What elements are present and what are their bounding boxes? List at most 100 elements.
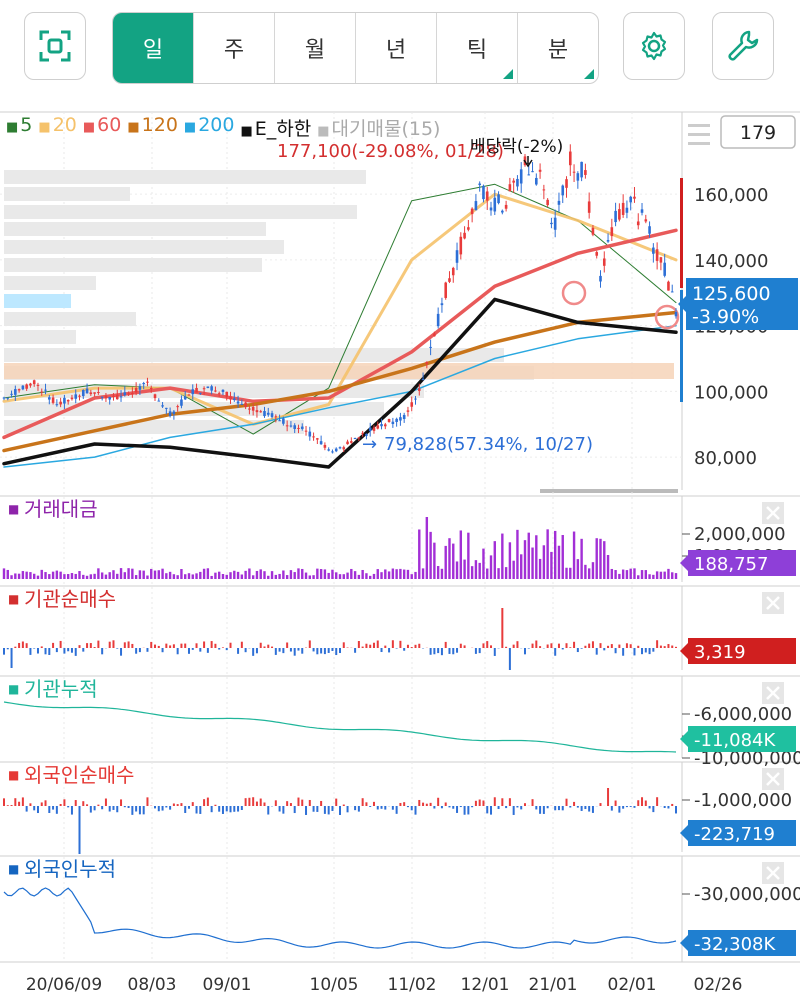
panel-title: 외국인누적 bbox=[24, 857, 116, 881]
close-panel-button[interactable] bbox=[762, 592, 784, 614]
net-buy-bar bbox=[463, 806, 466, 815]
value-bar bbox=[157, 570, 160, 579]
legend-item[interactable]: ■ 20 bbox=[38, 114, 76, 141]
supply-bar bbox=[4, 366, 534, 380]
candle-body bbox=[531, 171, 534, 173]
candle-body bbox=[402, 414, 406, 419]
net-buy-bar bbox=[89, 643, 92, 648]
candle-body bbox=[425, 361, 429, 364]
legend-item[interactable]: ■ 200 bbox=[184, 114, 235, 141]
net-buy-bar bbox=[29, 803, 32, 806]
institution-bars bbox=[3, 608, 677, 670]
value-bar bbox=[391, 568, 395, 579]
tab-3[interactable]: 년 bbox=[356, 13, 437, 83]
gear-icon bbox=[641, 31, 667, 61]
x-tick: 20/06/09 bbox=[26, 975, 102, 995]
legend-item[interactable]: ■ 120 bbox=[127, 114, 178, 141]
net-buy-bar bbox=[282, 648, 285, 654]
value-bar bbox=[546, 529, 549, 579]
settings-button[interactable] bbox=[623, 12, 685, 80]
net-buy-bar bbox=[346, 806, 349, 813]
value-bar bbox=[278, 573, 281, 579]
value-bar bbox=[569, 567, 572, 579]
tab-5[interactable]: 분 bbox=[518, 13, 598, 83]
value-bar bbox=[55, 570, 59, 579]
legend-label: 200 bbox=[198, 114, 235, 136]
value-bar bbox=[104, 574, 108, 579]
close-panel-button[interactable] bbox=[762, 502, 784, 524]
net-buy-bar bbox=[21, 641, 24, 648]
net-buy-bar bbox=[255, 648, 258, 654]
candle-body bbox=[255, 410, 259, 413]
value-bar bbox=[425, 517, 429, 579]
legend-swatch: ■ bbox=[82, 120, 96, 135]
net-buy-bar bbox=[18, 642, 21, 648]
capture-button[interactable] bbox=[24, 12, 86, 80]
net-buy-bar bbox=[554, 648, 557, 656]
close-panel-button[interactable] bbox=[762, 768, 784, 790]
candle-body bbox=[368, 427, 372, 432]
ma-line-20 bbox=[2, 192, 678, 426]
net-buy-bar bbox=[622, 806, 625, 809]
net-buy-bar bbox=[641, 797, 644, 806]
candle-body bbox=[93, 392, 96, 394]
net-buy-bar bbox=[195, 806, 198, 814]
tab-1[interactable]: 주 bbox=[194, 13, 275, 83]
legend-label: 20 bbox=[52, 114, 77, 136]
net-buy-bar bbox=[116, 806, 119, 813]
net-buy-bar bbox=[531, 643, 534, 648]
net-buy-bar bbox=[82, 648, 85, 652]
value-bar bbox=[89, 574, 93, 579]
close-panel-button[interactable] bbox=[762, 682, 784, 704]
value-bar bbox=[187, 573, 191, 579]
value-bar bbox=[134, 575, 138, 579]
count-box[interactable] bbox=[720, 115, 796, 149]
legend-item[interactable]: ■ E_하한 bbox=[240, 114, 311, 141]
net-buy-bar bbox=[474, 800, 477, 806]
menu-icon[interactable] bbox=[688, 133, 710, 136]
close-panel-button[interactable] bbox=[762, 862, 784, 884]
net-buy-bar bbox=[131, 643, 134, 648]
value-bar bbox=[538, 558, 542, 579]
value-bar bbox=[184, 574, 187, 579]
candle-body bbox=[644, 219, 648, 222]
candle-body bbox=[51, 397, 55, 403]
net-buy-bar bbox=[388, 648, 391, 653]
value-bar bbox=[350, 568, 353, 579]
legend-item[interactable]: ■ 60 bbox=[83, 114, 121, 141]
candle-body bbox=[587, 201, 591, 213]
value-bar bbox=[674, 573, 678, 579]
value-bar bbox=[455, 561, 459, 579]
candle-body bbox=[508, 184, 512, 192]
tab-0[interactable]: 일 bbox=[113, 13, 194, 83]
net-buy-bar bbox=[323, 806, 326, 814]
net-buy-bar bbox=[452, 806, 455, 809]
value-bar bbox=[353, 571, 357, 579]
supply-bar bbox=[4, 258, 262, 272]
value-bar bbox=[6, 569, 9, 579]
candle-body bbox=[146, 381, 149, 383]
candle-body bbox=[10, 393, 13, 395]
net-buy-bar bbox=[395, 648, 398, 649]
net-buy-bar bbox=[675, 646, 677, 648]
value-bar bbox=[40, 569, 43, 579]
value-bar bbox=[501, 533, 504, 579]
scroll-thumb[interactable] bbox=[540, 489, 678, 493]
menu-icon[interactable] bbox=[688, 142, 710, 145]
candle-body bbox=[497, 194, 500, 204]
net-buy-bar bbox=[599, 643, 602, 648]
net-buy-bar bbox=[263, 802, 266, 806]
candle-body bbox=[81, 389, 85, 397]
tools-button[interactable] bbox=[712, 12, 774, 80]
net-buy-bar bbox=[565, 798, 568, 806]
net-buy-bar bbox=[331, 806, 334, 811]
candle-body bbox=[376, 425, 380, 429]
legend-swatch: ■ bbox=[183, 120, 197, 135]
candle-body bbox=[14, 389, 17, 395]
tab-2[interactable]: 월 bbox=[275, 13, 356, 83]
legend-item[interactable]: ■ 5 bbox=[6, 114, 32, 141]
menu-icon[interactable] bbox=[688, 124, 710, 127]
legend-item[interactable]: ■ 대기매물(15) bbox=[317, 114, 440, 141]
value-bar bbox=[365, 573, 368, 579]
tab-4[interactable]: 틱 bbox=[437, 13, 518, 83]
